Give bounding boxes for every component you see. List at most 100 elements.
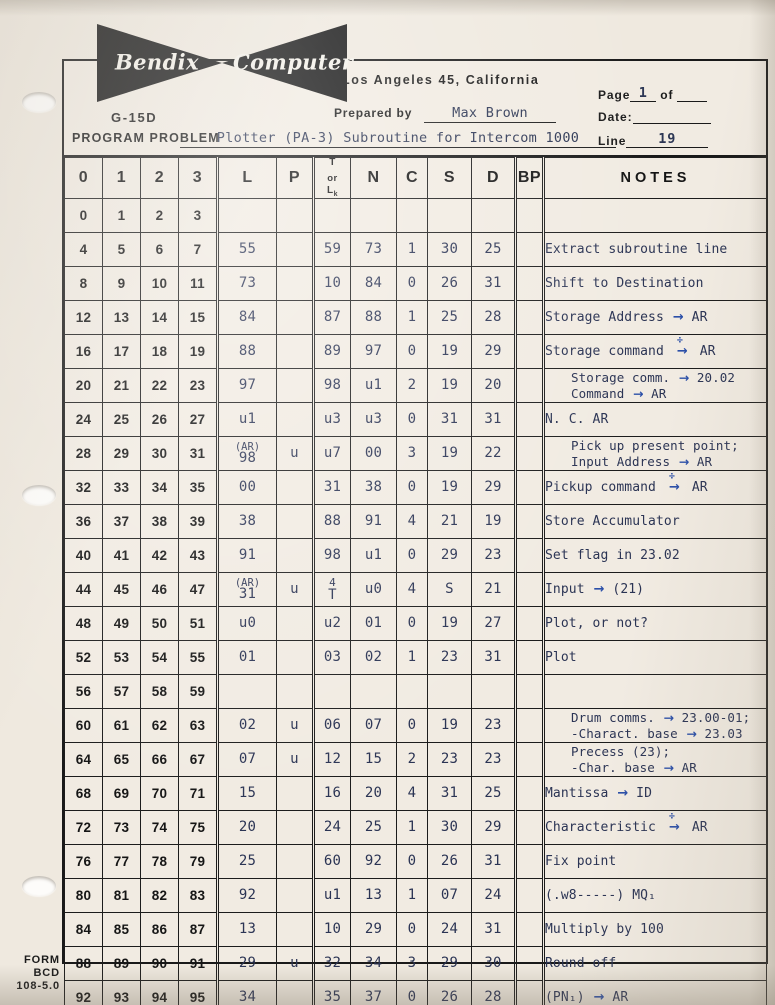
line-value[interactable]: 19 (626, 131, 709, 148)
cell-S[interactable]: 30 (427, 232, 472, 268)
cell-T-or-Lk[interactable]: 10 (312, 266, 351, 302)
page-value[interactable]: 1 (630, 85, 657, 102)
program-problem-value[interactable]: Plotter (PA-3) Subroutine for Intercom 1… (180, 130, 616, 148)
cell-L[interactable]: 91 (216, 538, 277, 574)
cell-S[interactable]: 30 (427, 810, 472, 846)
cell-L[interactable]: 02 (216, 708, 277, 744)
cell-L[interactable]: 97 (216, 368, 277, 404)
cell-C[interactable] (396, 198, 428, 234)
cell-N[interactable]: 15 (350, 742, 397, 778)
cell-notes[interactable]: Plot (542, 640, 767, 676)
cell-P[interactable] (276, 674, 314, 710)
cell-D[interactable]: 20 (471, 368, 516, 404)
cell-T-or-Lk[interactable]: u1 (312, 878, 351, 914)
cell-notes[interactable]: Round off (542, 946, 767, 982)
cell-P[interactable]: u (276, 436, 314, 472)
cell-notes[interactable]: Extract subroutine line (542, 232, 767, 268)
cell-C[interactable]: 0 (396, 708, 428, 744)
cell-P[interactable] (276, 810, 314, 846)
cell-S[interactable]: 24 (427, 912, 472, 948)
cell-D[interactable]: 28 (471, 300, 516, 336)
cell-N[interactable]: u1 (350, 368, 397, 404)
cell-S[interactable]: 19 (427, 606, 472, 642)
cell-L[interactable]: 01 (216, 640, 277, 676)
cell-N[interactable]: 88 (350, 300, 397, 336)
cell-T-or-Lk[interactable]: 32 (312, 946, 351, 982)
cell-D[interactable]: 30 (471, 946, 516, 982)
prepared-by-value[interactable]: Max Brown (424, 105, 556, 123)
cell-S[interactable]: 25 (427, 300, 472, 336)
cell-BP[interactable] (514, 810, 544, 846)
cell-P[interactable] (276, 538, 314, 574)
cell-BP[interactable] (514, 198, 544, 234)
cell-P[interactable] (276, 368, 314, 404)
cell-notes[interactable]: (.w8-----) MQ₁ (542, 878, 767, 914)
cell-T-or-Lk[interactable]: 88 (312, 504, 351, 540)
cell-D[interactable]: 31 (471, 844, 516, 880)
cell-N[interactable]: 00 (350, 436, 397, 472)
cell-T-or-Lk[interactable]: 87 (312, 300, 351, 336)
cell-BP[interactable] (514, 776, 544, 812)
cell-BP[interactable] (514, 708, 544, 744)
cell-C[interactable]: 4 (396, 504, 428, 540)
cell-D[interactable]: 29 (471, 470, 516, 506)
cell-BP[interactable] (514, 844, 544, 880)
cell-L[interactable]: 29 (216, 946, 277, 982)
cell-BP[interactable] (514, 674, 544, 710)
cell-L[interactable]: 25 (216, 844, 277, 880)
cell-BP[interactable] (514, 334, 544, 370)
cell-L[interactable]: 92 (216, 878, 277, 914)
cell-D[interactable]: 23 (471, 708, 516, 744)
cell-T-or-Lk[interactable]: 03 (312, 640, 351, 676)
cell-P[interactable] (276, 334, 314, 370)
cell-notes[interactable]: Pick up present point; Input Address → AR (542, 436, 767, 472)
cell-N[interactable]: 91 (350, 504, 397, 540)
cell-D[interactable]: 22 (471, 436, 516, 472)
cell-C[interactable]: 0 (396, 334, 428, 370)
cell-T-or-Lk[interactable]: u7 (312, 436, 351, 472)
cell-notes[interactable]: N. C. AR (542, 402, 767, 438)
cell-notes[interactable]: Storage command ÷ → AR (542, 334, 767, 370)
cell-notes[interactable]: Shift to Destination (542, 266, 767, 302)
cell-N[interactable]: 37 (350, 980, 397, 1005)
date-value[interactable] (632, 109, 711, 124)
cell-S[interactable]: 29 (427, 538, 472, 574)
cell-C[interactable]: 4 (396, 572, 428, 608)
cell-BP[interactable] (514, 300, 544, 336)
cell-P[interactable] (276, 912, 314, 948)
cell-BP[interactable] (514, 946, 544, 982)
cell-BP[interactable] (514, 742, 544, 778)
cell-P[interactable] (276, 504, 314, 540)
cell-L[interactable]: 20 (216, 810, 277, 846)
cell-P[interactable] (276, 198, 314, 234)
cell-notes[interactable]: Store Accumulator (542, 504, 767, 540)
cell-L[interactable]: 84 (216, 300, 277, 336)
cell-BP[interactable] (514, 912, 544, 948)
cell-S[interactable]: 19 (427, 436, 472, 472)
cell-N[interactable]: 07 (350, 708, 397, 744)
cell-P[interactable] (276, 776, 314, 812)
cell-N[interactable]: 25 (350, 810, 397, 846)
cell-notes[interactable]: Plot, or not? (542, 606, 767, 642)
cell-L[interactable]: 73 (216, 266, 277, 302)
cell-C[interactable]: 0 (396, 402, 428, 438)
cell-BP[interactable] (514, 640, 544, 676)
cell-L[interactable]: 00 (216, 470, 277, 506)
cell-N[interactable]: 34 (350, 946, 397, 982)
cell-T-or-Lk[interactable]: u2 (312, 606, 351, 642)
cell-N[interactable] (350, 674, 397, 710)
cell-D[interactable]: 31 (471, 640, 516, 676)
cell-BP[interactable] (514, 980, 544, 1005)
cell-P[interactable] (276, 980, 314, 1005)
cell-N[interactable]: 92 (350, 844, 397, 880)
cell-BP[interactable] (514, 266, 544, 302)
cell-BP[interactable] (514, 606, 544, 642)
cell-S[interactable]: 26 (427, 844, 472, 880)
cell-BP[interactable] (514, 470, 544, 506)
cell-D[interactable]: 23 (471, 742, 516, 778)
cell-T-or-Lk[interactable]: 31 (312, 470, 351, 506)
cell-L[interactable]: (AR) 31 (216, 572, 277, 608)
cell-C[interactable]: 2 (396, 368, 428, 404)
cell-S[interactable]: 26 (427, 266, 472, 302)
cell-P[interactable] (276, 402, 314, 438)
